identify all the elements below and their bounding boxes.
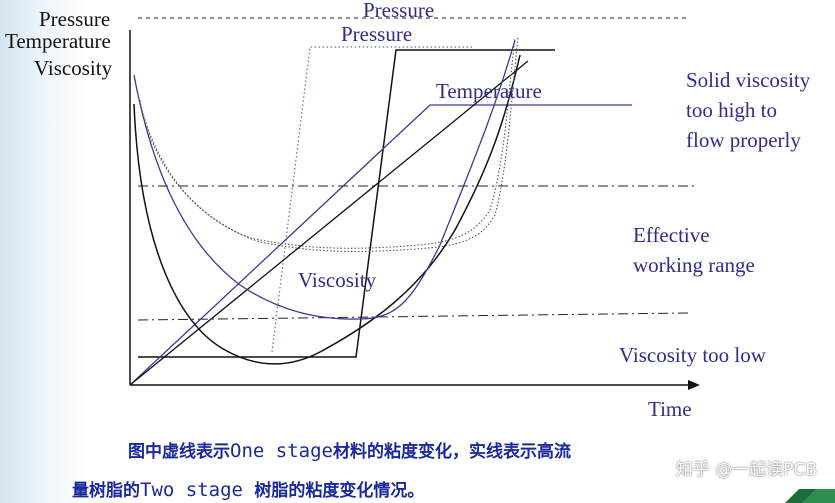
zone-solid-line1: Solid viscosity bbox=[686, 68, 811, 92]
caption-line-1: 图中虚线表示One stage材料的粘度变化，实线表示高流 bbox=[128, 437, 571, 462]
pressure-curve-solid bbox=[138, 49, 555, 358]
caption-line2-mono: Two stage bbox=[140, 479, 255, 501]
x-axis-arrow bbox=[688, 380, 700, 390]
zone-low-label: Viscosity too low bbox=[619, 343, 766, 367]
background-gradient bbox=[0, 0, 90, 503]
caption-line1-part2: 材料的粘度变化，实线表示高流 bbox=[332, 442, 571, 462]
viscosity-curve-dotted-1 bbox=[133, 37, 516, 249]
x-axis-label-time: Time bbox=[648, 397, 692, 421]
y-axis-label-viscosity: Viscosity bbox=[34, 56, 113, 80]
temperature-label: Temperature bbox=[436, 79, 542, 103]
caption-line1-part1: 图中虚线表示 bbox=[128, 442, 230, 462]
y-axis-label-pressure: Pressure bbox=[39, 7, 111, 31]
temperature-curve-blue bbox=[129, 104, 632, 386]
zone-solid-line3: flow properly bbox=[686, 128, 801, 152]
watermark: 知乎 @一起读PCB bbox=[675, 460, 817, 480]
caption-line2-part1: 量树脂的 bbox=[72, 481, 140, 501]
viscosity-curve-blue bbox=[133, 39, 516, 320]
viscosity-curve-black bbox=[133, 54, 521, 365]
y-axis-label-temperature: Temperature bbox=[5, 29, 111, 53]
pressure-label-mid: Pressure bbox=[341, 22, 413, 46]
zone-effective-line2: working range bbox=[633, 253, 755, 277]
viscosity-label: Viscosity bbox=[298, 268, 377, 292]
caption-line-2: 量树脂的Two stage 树脂的粘度变化情况。 bbox=[72, 476, 424, 501]
caption-line1-mono: One stage bbox=[230, 440, 333, 462]
viscosity-curve-dotted-2 bbox=[139, 37, 519, 253]
lower-limit-line bbox=[137, 312, 689, 321]
corner-decoration bbox=[765, 489, 835, 503]
zone-solid-line2: too high to bbox=[686, 98, 778, 122]
pressure-label-top: Pressure bbox=[363, 0, 435, 22]
temperature-curve-black bbox=[129, 60, 529, 386]
zone-effective-line1: Effective bbox=[633, 223, 710, 247]
caption-line2-part2: 树脂的粘度变化情况。 bbox=[254, 481, 425, 501]
